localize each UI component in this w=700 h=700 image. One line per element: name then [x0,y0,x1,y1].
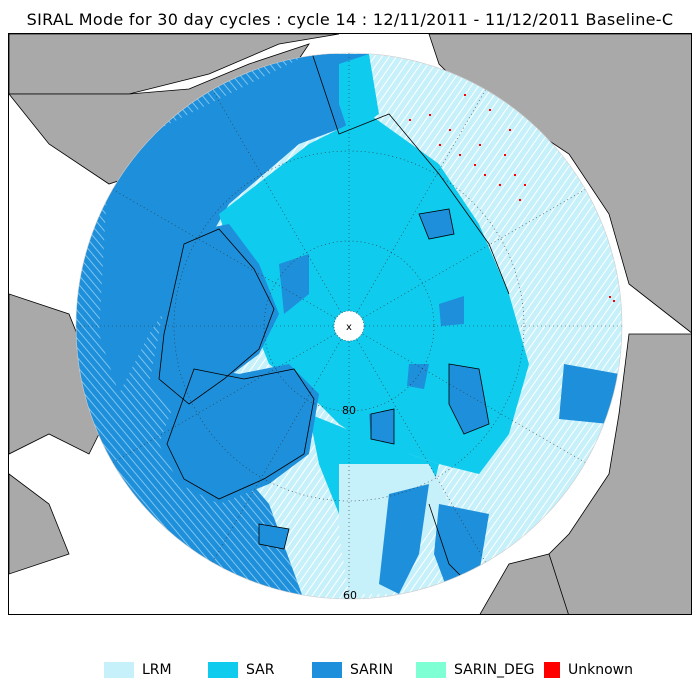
pole-hole [334,311,364,341]
legend-item-sarin-deg: SARIN_DEG [416,660,535,680]
legend-swatch-lrm [104,662,134,678]
disk-outline [75,52,623,600]
pole-marker: x [346,322,352,333]
legend-swatch-unknown [544,662,560,678]
legend-swatch-sarin [312,662,342,678]
legend-label-sar: SAR [246,662,275,678]
polar-map-canvas: x 80 60 [9,34,691,614]
legend-label-sarin: SARIN [350,662,394,678]
legend-label-sarin-deg: SARIN_DEG [454,662,535,678]
latitude-label-80: 80 [342,404,356,417]
legend-item-sar: SAR [208,660,274,680]
latitude-label-60: 60 [343,589,357,602]
legend-swatch-sar [208,662,238,678]
polar-map: x 80 60 [8,33,692,615]
legend-item-unknown: Unknown [544,660,633,680]
legend: LRM SAR SARIN SARIN_DEG Unknown [0,660,700,680]
legend-swatch-sarin-deg [416,662,446,678]
map-title: SIRAL Mode for 30 day cycles : cycle 14 … [26,10,674,29]
legend-item-lrm: LRM [104,660,172,680]
legend-label-lrm: LRM [142,662,172,678]
legend-item-sarin: SARIN [312,660,393,680]
legend-label-unknown: Unknown [568,662,633,678]
